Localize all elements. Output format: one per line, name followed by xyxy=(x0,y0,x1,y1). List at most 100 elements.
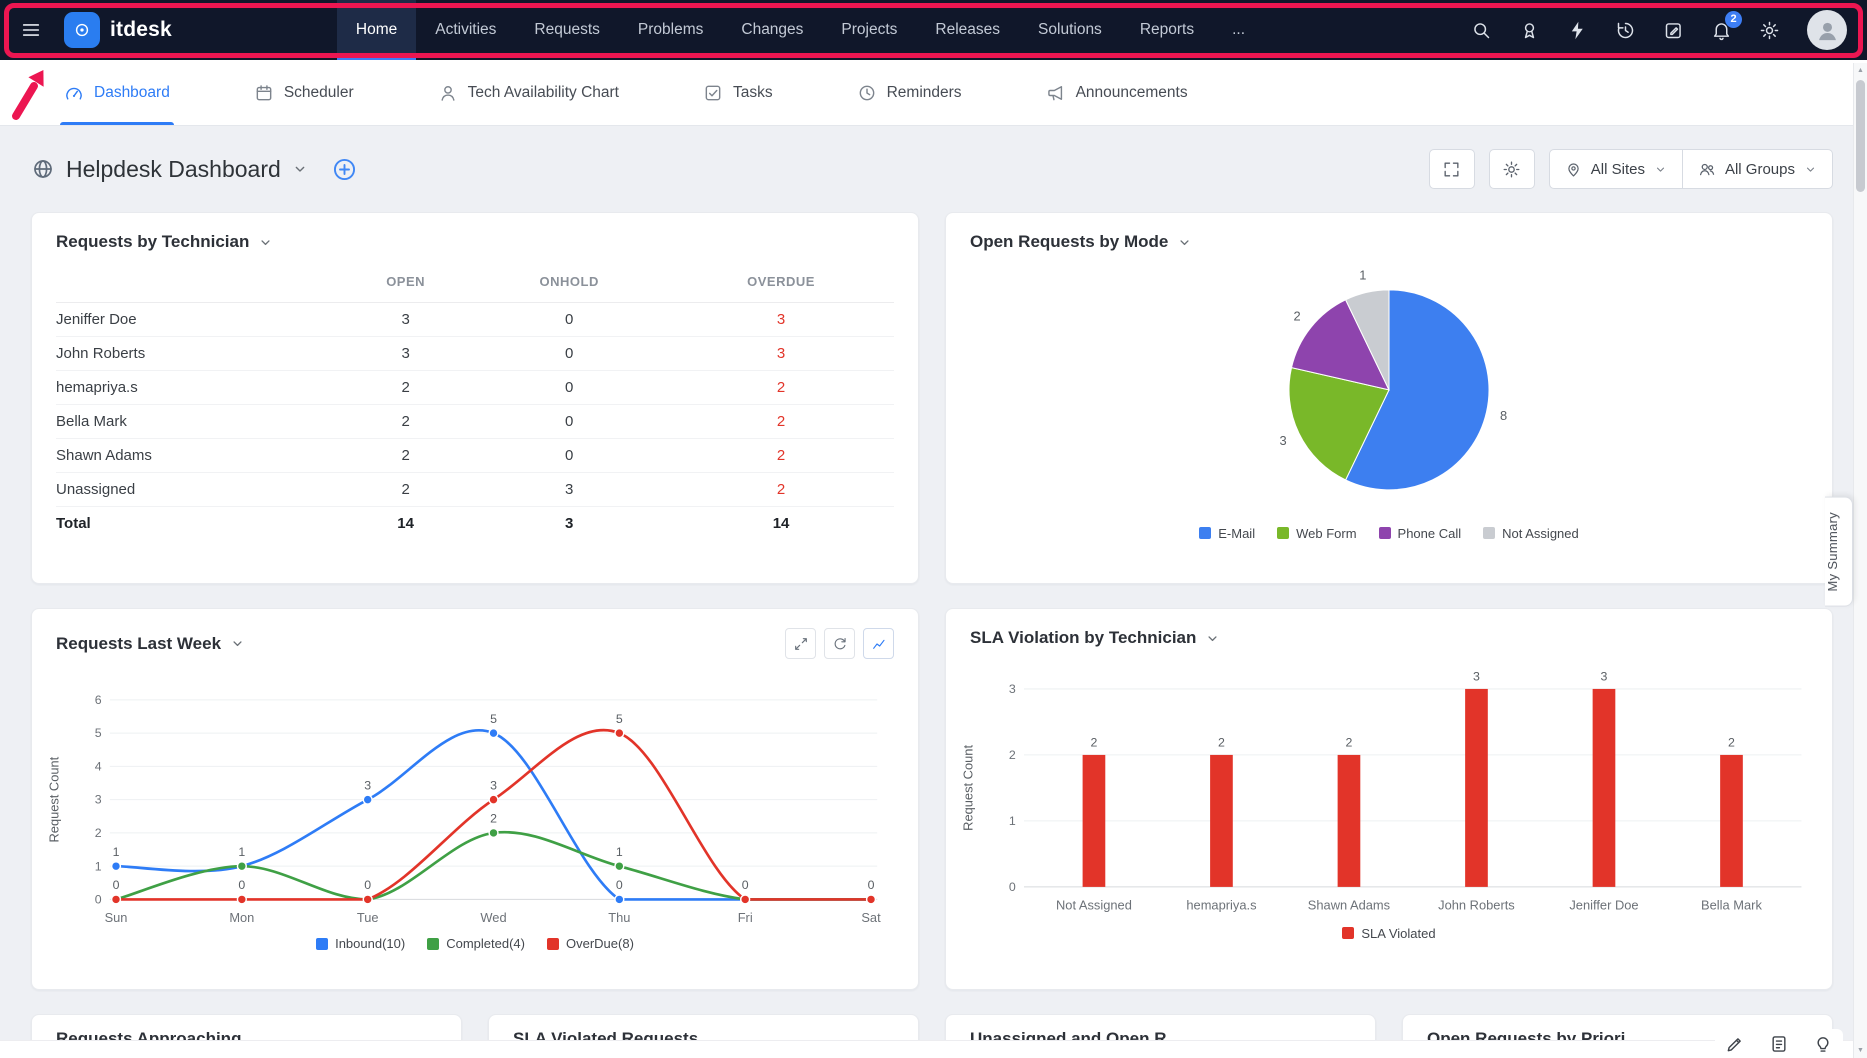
dashboard-icon xyxy=(64,83,84,103)
svg-text:4: 4 xyxy=(95,759,102,773)
pie-legend: E-Mail Web Form Phone Call Not Assigned xyxy=(946,522,1832,541)
legend-item[interactable]: Not Assigned xyxy=(1483,526,1579,541)
tips-lightbulb-icon[interactable] xyxy=(1813,1034,1833,1054)
onhold-value: 0 xyxy=(470,438,669,473)
itdesk-logo[interactable] xyxy=(64,12,100,48)
scrollbar-down-arrow-icon[interactable]: ▼ xyxy=(1857,1047,1864,1054)
feedback-form-icon[interactable] xyxy=(1769,1034,1789,1054)
page-title[interactable]: Helpdesk Dashboard xyxy=(66,155,281,182)
tasks-icon xyxy=(703,83,723,103)
gear-icon xyxy=(1502,160,1521,179)
top-navigation-bar: itdesk Home Activities Requests Problems Cha… xyxy=(0,0,1867,60)
chevron-down-icon xyxy=(1654,163,1667,176)
dashboard-toolbar: Helpdesk Dashboard All Sites All Groups xyxy=(0,126,1867,212)
topnav-item-home[interactable]: Home xyxy=(336,0,417,60)
svg-text:Bella Mark: Bella Mark xyxy=(1701,898,1762,913)
svg-text:2: 2 xyxy=(1091,736,1098,750)
legend-item[interactable]: SLA Violated xyxy=(1342,926,1436,941)
expand-chart-button[interactable] xyxy=(785,628,816,659)
all-sites-button[interactable]: All Sites xyxy=(1548,149,1683,189)
legend-swatch xyxy=(1378,527,1391,540)
search-icon[interactable] xyxy=(1471,20,1492,41)
scrollbar-up-arrow-icon[interactable]: ▲ xyxy=(1857,67,1864,74)
chevron-down-icon[interactable] xyxy=(258,235,273,250)
legend-item[interactable]: Completed(4) xyxy=(427,936,525,951)
column-header-overdue: OVERDUE xyxy=(668,262,894,303)
quick-actions-icon[interactable] xyxy=(1567,20,1588,41)
card-header: Requests Last Week xyxy=(32,609,918,669)
subnav-item-scheduler[interactable]: Scheduler xyxy=(254,60,354,125)
overdue-value: 14 xyxy=(668,506,894,540)
card-title: Requests by Technician xyxy=(56,232,250,251)
topnav-item-problems[interactable]: Problems xyxy=(637,21,704,38)
topnav-item-changes[interactable]: Changes xyxy=(741,21,804,38)
technician-name: Total xyxy=(56,506,341,540)
open-value: 2 xyxy=(340,370,471,405)
legend-item[interactable]: E-Mail xyxy=(1199,526,1255,541)
settings-gear-icon[interactable] xyxy=(1759,20,1780,41)
insights-pencil-icon[interactable] xyxy=(1725,1034,1745,1054)
svg-text:3: 3 xyxy=(1473,670,1480,684)
notifications-bell[interactable]: 2 xyxy=(1711,10,1742,41)
overdue-value: 2 xyxy=(668,404,894,439)
chevron-down-icon[interactable] xyxy=(292,161,308,177)
feedback-compose-icon[interactable] xyxy=(1663,20,1684,41)
open-value: 2 xyxy=(340,472,471,507)
legend-swatch xyxy=(1342,927,1355,940)
subnav-item-reminders[interactable]: Reminders xyxy=(857,60,962,125)
scrollbar-thumb[interactable] xyxy=(1856,80,1865,192)
svg-text:Sun: Sun xyxy=(105,910,128,925)
chevron-down-icon[interactable] xyxy=(1205,631,1220,646)
hamburger-menu-icon[interactable] xyxy=(20,19,42,41)
line-legend: Inbound(10) Completed(4) OverDue(8) xyxy=(32,932,918,951)
card-title: Requests Last Week xyxy=(56,633,222,653)
legend-item[interactable]: Inbound(10) xyxy=(316,936,405,951)
user-avatar[interactable] xyxy=(1807,10,1847,50)
subnav-item-tasks[interactable]: Tasks xyxy=(703,60,773,125)
topnav-item-projects[interactable]: Projects xyxy=(841,21,898,38)
svg-text:6: 6 xyxy=(95,693,102,707)
fullscreen-button[interactable] xyxy=(1428,149,1475,189)
svg-text:Shawn Adams: Shawn Adams xyxy=(1308,898,1390,913)
refresh-chart-button[interactable] xyxy=(824,628,855,659)
topnav-item-activities[interactable]: Activities xyxy=(435,21,497,38)
legend-item[interactable]: Phone Call xyxy=(1378,526,1461,541)
legend-item[interactable]: Web Form xyxy=(1277,526,1357,541)
add-dashboard-icon[interactable] xyxy=(331,156,358,183)
legend-item[interactable]: OverDue(8) xyxy=(546,936,634,951)
my-summary-tab[interactable]: My Summary xyxy=(1825,497,1853,607)
sla-violation-bar-chart: 0 1 2 3 2 Not Assigned 2 hemapriya.s 2 Shawn Adam… xyxy=(960,670,1802,913)
topnav-item-reports[interactable]: Reports xyxy=(1139,21,1195,38)
fullscreen-icon xyxy=(1442,160,1461,179)
dashboard-settings-button[interactable] xyxy=(1488,149,1535,189)
column-header-technician xyxy=(56,262,341,303)
svg-text:3: 3 xyxy=(1601,670,1608,684)
logo-icon xyxy=(72,20,92,40)
award-icon[interactable] xyxy=(1519,20,1540,41)
topnav-item-requests[interactable]: Requests xyxy=(534,21,600,38)
subnav-item-label: Scheduler xyxy=(283,83,354,101)
topnav-item-solutions[interactable]: Solutions xyxy=(1038,21,1102,38)
svg-text:5: 5 xyxy=(616,712,623,726)
table-total-row: Total 14 3 14 xyxy=(56,506,894,540)
card-header: Open Requests by Mode xyxy=(946,213,1832,262)
subnav-item-dashboard[interactable]: Dashboard xyxy=(60,60,174,125)
open-value: 3 xyxy=(340,302,471,337)
svg-text:0: 0 xyxy=(238,878,245,892)
legend-label: Inbound(10) xyxy=(335,936,406,952)
onhold-value: 0 xyxy=(470,336,669,371)
chart-type-button[interactable] xyxy=(863,628,894,659)
subnav-item-tech-availability-chart[interactable]: Tech Availability Chart xyxy=(438,60,619,125)
svg-text:Sat: Sat xyxy=(861,910,881,925)
all-groups-button[interactable]: All Groups xyxy=(1682,149,1833,189)
svg-text:2: 2 xyxy=(490,812,497,826)
vertical-scrollbar[interactable]: ▲ ▼ xyxy=(1853,63,1867,1058)
chevron-down-icon[interactable] xyxy=(230,636,245,651)
chevron-down-icon[interactable] xyxy=(1177,235,1192,250)
onhold-value: 3 xyxy=(470,472,669,507)
history-icon[interactable] xyxy=(1615,20,1636,41)
svg-text:0: 0 xyxy=(616,878,623,892)
topnav-item-more[interactable]: ... xyxy=(1232,21,1246,38)
subnav-item-announcements[interactable]: Announcements xyxy=(1046,60,1188,125)
topnav-item-releases[interactable]: Releases xyxy=(935,21,1001,38)
